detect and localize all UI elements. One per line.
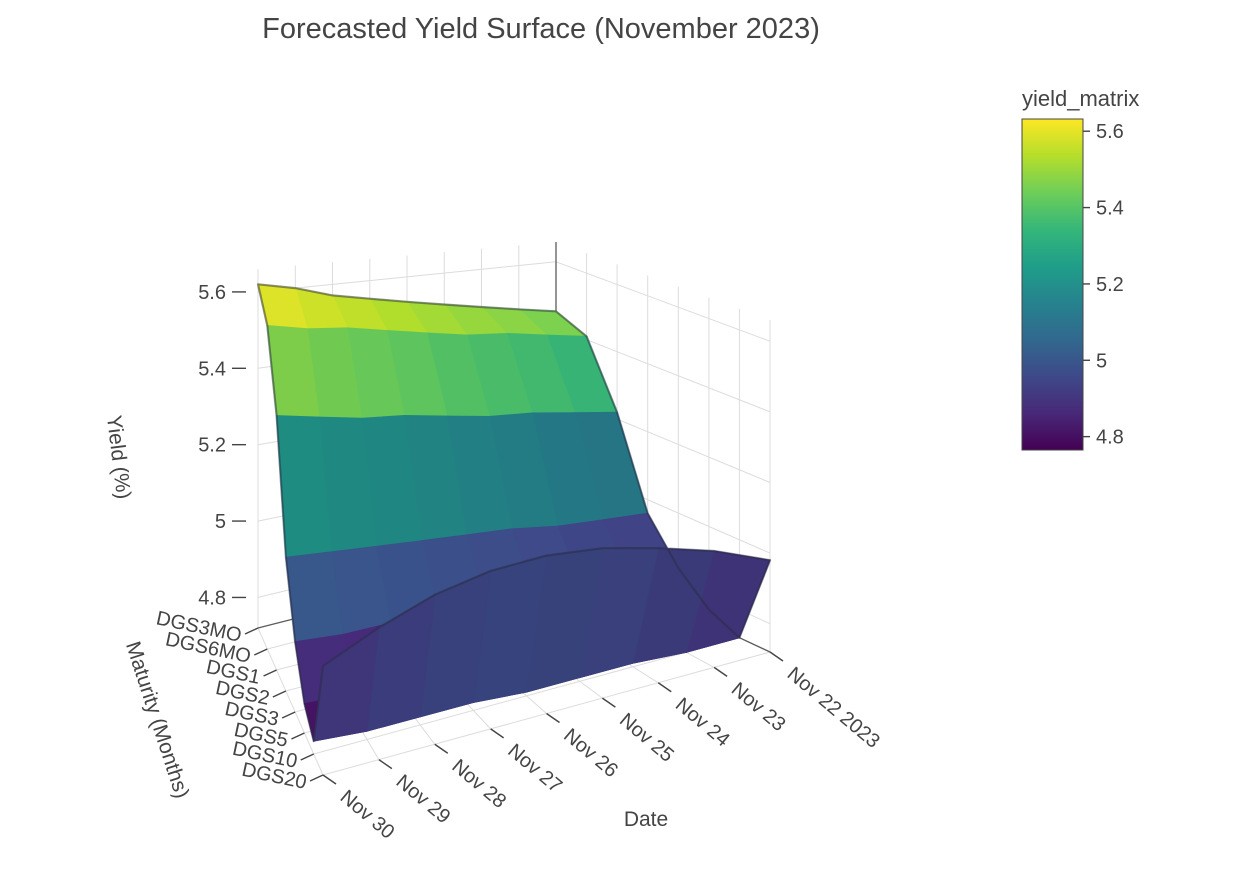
maturity-axis-title: Maturity (Months): [121, 639, 193, 801]
yield-surface[interactable]: [256, 283, 772, 743]
z-tick-label: 5.6: [198, 282, 226, 304]
maturity-tick: [263, 669, 277, 677]
wall-left-zline: [257, 261, 557, 293]
scene-3d: 4.8 5 5.2 5.4 5.6 Yield (%) DGS3MODGS6MODGS1DG…: [102, 242, 884, 844]
maturity-tick: [253, 648, 268, 656]
date-tick-label: Nov 22 2023: [783, 663, 884, 753]
floor-grid-maturity-line: [313, 637, 740, 755]
surface-edge-rim: [256, 283, 772, 743]
date-tick-label: Nov 29: [392, 771, 455, 829]
z-axis-title: Yield (%): [102, 414, 135, 501]
date-tick: [322, 774, 337, 785]
date-tick-label: Nov 24: [671, 694, 734, 752]
date-tick: [490, 728, 505, 739]
date-axis-title: Date: [624, 808, 668, 831]
date-tick-label: Nov 30: [336, 786, 399, 844]
date-tick: [769, 651, 784, 662]
maturity-tick: [309, 774, 324, 782]
maturity-tick: [300, 753, 315, 761]
maturity-axis: DGS3MODGS6MODGS1DGS2DGS3DGS5DGS10DGS20Ma…: [121, 607, 324, 801]
colorbar: 4.8 5 5.2 5.4 5.6: [1021, 118, 1124, 451]
z-tick-label: 4.8: [198, 587, 226, 609]
z-tick-label: 5.2: [198, 435, 226, 457]
date-tick-label: Nov 28: [448, 755, 511, 813]
colorbar-tick-label: 4.8: [1096, 427, 1124, 449]
colorbar-tick-label: 5.6: [1096, 121, 1124, 143]
date-tick-label: Nov 27: [503, 740, 566, 798]
date-tick: [378, 759, 393, 770]
maturity-tick: [291, 732, 305, 740]
maturity-tick: [281, 711, 296, 719]
colorbar-tick-label: 5: [1096, 350, 1107, 372]
date-tick-label: Nov 26: [559, 724, 622, 782]
z-tick-label: 5: [215, 511, 226, 533]
date-tick: [601, 697, 616, 708]
chart-title: Forecasted Yield Surface (November 2023): [262, 13, 820, 45]
colorbar-tick-label: 5.4: [1096, 198, 1124, 220]
date-tick: [546, 712, 560, 724]
maturity-tick: [272, 690, 287, 698]
wall-right-zline: [555, 261, 771, 342]
date-tick-label: Nov 25: [615, 709, 678, 767]
floor-grid-date-line: [257, 627, 324, 776]
z-axis: 4.8 5 5.2 5.4 5.6 Yield (%): [102, 282, 246, 609]
wall-right-zline: [555, 327, 771, 413]
z-tick-label: 5.4: [198, 358, 226, 380]
date-tick: [713, 666, 728, 677]
colorbar-tick-label: 5.2: [1096, 274, 1124, 296]
colorbar-title: yield_matrix: [1022, 86, 1139, 111]
maturity-tick: [244, 627, 259, 635]
date-tick-label: Nov 23: [727, 678, 790, 736]
colorbar-gradient: [1021, 118, 1084, 451]
date-tick: [657, 682, 672, 693]
date-tick: [434, 743, 449, 754]
